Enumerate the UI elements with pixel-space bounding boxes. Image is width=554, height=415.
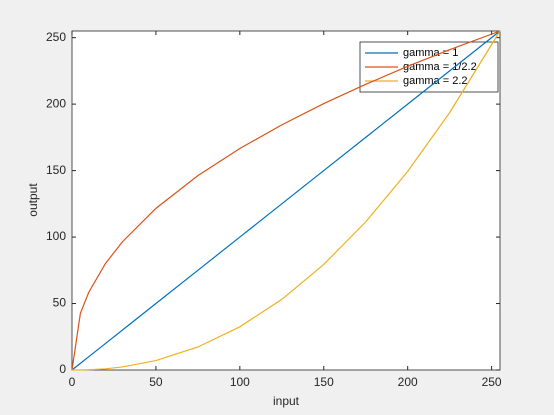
line-series — [71, 30, 501, 371]
x-tick-label: 200 — [398, 375, 418, 389]
legend-label: gamma = 1/2.2 — [403, 61, 477, 73]
y-axis-label: output — [26, 183, 40, 217]
y-tick-label: 200 — [46, 96, 66, 110]
x-tick-label: 250 — [482, 375, 502, 389]
y-tick-label: 250 — [46, 30, 66, 44]
y-tick-label: 150 — [46, 163, 66, 177]
legend-label: gamma = 2.2 — [403, 75, 468, 87]
x-tick-label: 100 — [230, 375, 250, 389]
x-tick-label: 50 — [149, 375, 163, 389]
y-tick-label: 100 — [46, 229, 66, 243]
y-tick-label: 50 — [53, 296, 67, 310]
x-axis-label: input — [273, 394, 300, 408]
legend-label: gamma = 1 — [403, 47, 458, 59]
x-tick-label: 0 — [69, 375, 76, 389]
line-series — [71, 30, 501, 371]
line-series — [71, 30, 501, 371]
legend: gamma = 1 gamma = 1/2.2 gamma = 2.2 — [359, 41, 499, 93]
y-tick-label: 0 — [59, 362, 66, 376]
x-tick-label: 150 — [314, 375, 334, 389]
